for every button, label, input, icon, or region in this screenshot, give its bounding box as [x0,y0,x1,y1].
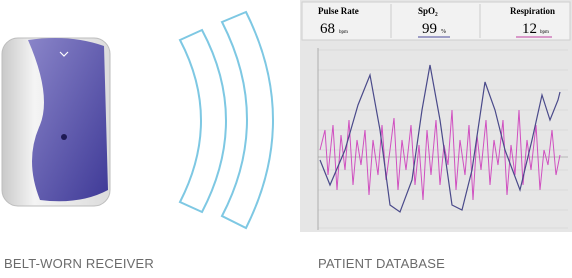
reading-name: Pulse Rate [318,6,359,16]
monitor: Pulse Rate 68 bpm SpO₂ 99 % Respiration … [300,0,572,232]
reading-name: SpO₂ [418,6,438,16]
reading-value: 68 [320,21,335,37]
caption: PATIENT DATABASE [318,256,445,271]
reading-value: 99 [422,21,437,37]
reading-unit: bpm [339,30,348,35]
reading-value: 12 [522,21,537,37]
receiver-device [2,38,110,206]
illustration: Pulse Rate 68 bpm SpO₂ 99 % Respiration … [0,0,572,250]
reading-unit: bpm [540,30,549,35]
figure: Pulse Rate 68 bpm SpO₂ 99 % Respiration … [0,0,572,278]
reading-unit: % [441,29,446,35]
caption: BELT-WORN RECEIVER [4,256,154,271]
wireless-arcs [180,12,273,228]
reading-name: Respiration [510,6,555,16]
